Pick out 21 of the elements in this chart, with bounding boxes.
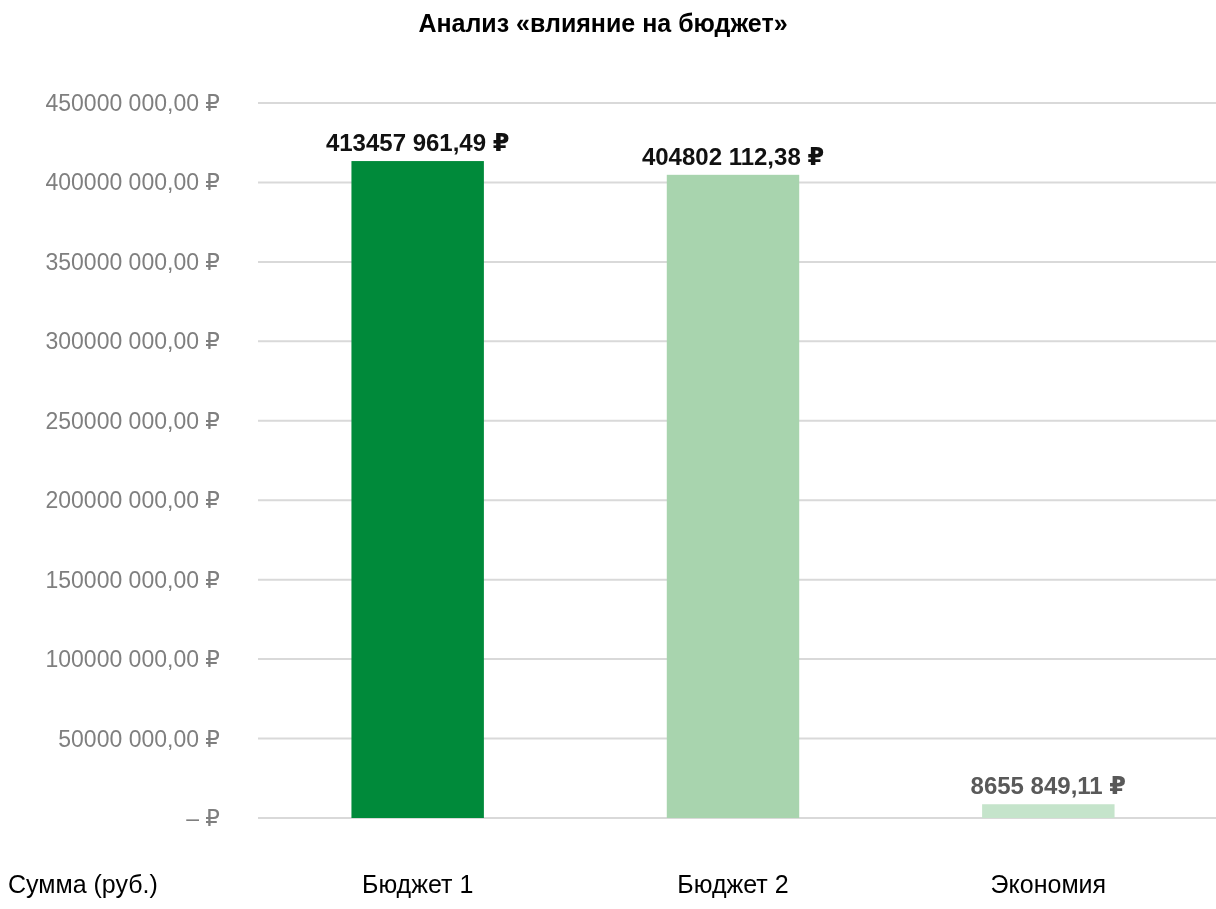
y-tick-label: – ₽ [186, 805, 220, 832]
data-label: 413457 961,49 ₽ [325, 129, 510, 157]
y-tick-label: 450000 000,00 ₽ [45, 90, 220, 117]
bar [351, 161, 484, 818]
y-tick-label: 50000 000,00 ₽ [58, 725, 220, 752]
chart-title: Анализ «влияние на бюджет» [418, 9, 788, 37]
y-tick-label: 350000 000,00 ₽ [45, 248, 220, 275]
bar [982, 804, 1115, 818]
x-tick-label: Бюджет 2 [677, 870, 789, 898]
y-tick-label: 150000 000,00 ₽ [45, 566, 220, 593]
x-tick-label: Экономия [990, 870, 1107, 898]
y-tick-label: 400000 000,00 ₽ [45, 169, 220, 196]
y-tick-label: 250000 000,00 ₽ [45, 407, 220, 434]
y-tick-label: 300000 000,00 ₽ [45, 328, 220, 355]
x-axis-title: Сумма (руб.) [8, 870, 158, 898]
data-label: 8655 849,11 ₽ [970, 772, 1127, 800]
bar [666, 174, 800, 818]
data-label: 404802 112,38 ₽ [641, 142, 825, 170]
x-tick-label: Бюджет 1 [362, 870, 474, 898]
y-tick-label: 100000 000,00 ₽ [45, 646, 220, 673]
y-tick-label: 200000 000,00 ₽ [45, 487, 220, 514]
